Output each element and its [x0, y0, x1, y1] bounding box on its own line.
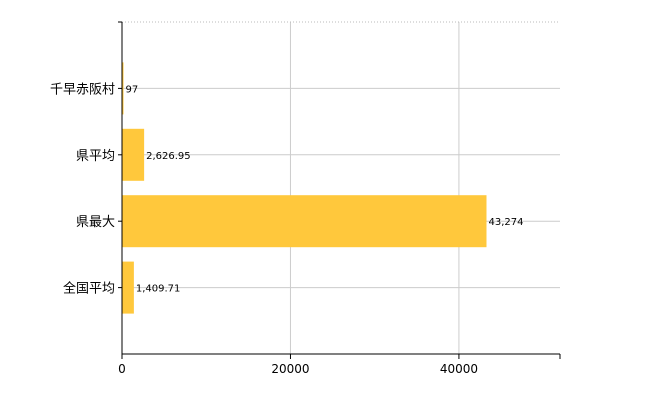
- category-label: 県最大: [76, 215, 115, 230]
- x-tick-label: 0: [118, 362, 126, 376]
- data-label: 43,274: [489, 217, 524, 228]
- category-label: 全国平均: [63, 281, 115, 297]
- data-label: 1,409.71: [136, 284, 181, 295]
- data-label: 2,626.95: [146, 151, 191, 162]
- category-label: 県平均: [76, 149, 115, 164]
- bar: [122, 261, 134, 314]
- bar: [122, 128, 145, 181]
- bars: [122, 62, 487, 314]
- axes: [118, 21, 560, 355]
- x-axis-ticks: 0 20000 40000: [118, 354, 561, 376]
- data-label: 97: [126, 84, 139, 95]
- x-tick-label: 40000: [440, 362, 478, 376]
- data-labels: 97 2,626.95 43,274 1,409.71: [126, 84, 524, 294]
- grid-lines: [122, 21, 560, 354]
- bar: [122, 195, 487, 248]
- category-label: 千早赤阪村: [50, 82, 115, 97]
- bar: [122, 62, 124, 115]
- x-tick-label: 20000: [271, 362, 309, 376]
